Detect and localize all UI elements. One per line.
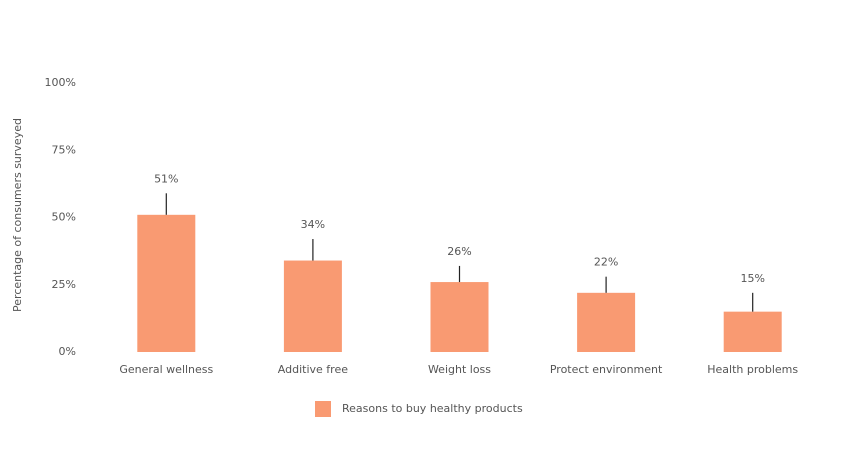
y-tick-label: 0% xyxy=(59,345,76,358)
value-label: 26% xyxy=(447,245,471,258)
y-tick-label: 25% xyxy=(52,278,76,291)
value-label: 51% xyxy=(154,172,178,185)
x-tick-label: Weight loss xyxy=(428,363,491,376)
legend-label: Reasons to buy healthy products xyxy=(342,402,523,415)
x-tick-label: Additive free xyxy=(278,363,348,376)
x-tick-label: Health problems xyxy=(707,363,798,376)
x-tick-label: Protect environment xyxy=(550,363,663,376)
bar xyxy=(137,214,196,352)
y-tick-label: 75% xyxy=(52,143,76,156)
y-tick-label: 100% xyxy=(45,76,76,89)
bar xyxy=(430,282,489,352)
value-label: 15% xyxy=(740,272,764,285)
value-label: 34% xyxy=(301,218,325,231)
y-axis-label: Percentage of consumers surveyed xyxy=(11,118,24,312)
bar xyxy=(577,292,636,352)
bar xyxy=(283,260,342,352)
legend-swatch xyxy=(315,401,331,417)
bar xyxy=(723,311,782,352)
x-tick-label: General wellness xyxy=(119,363,213,376)
y-tick-label: 50% xyxy=(52,211,76,224)
value-label: 22% xyxy=(594,256,618,269)
